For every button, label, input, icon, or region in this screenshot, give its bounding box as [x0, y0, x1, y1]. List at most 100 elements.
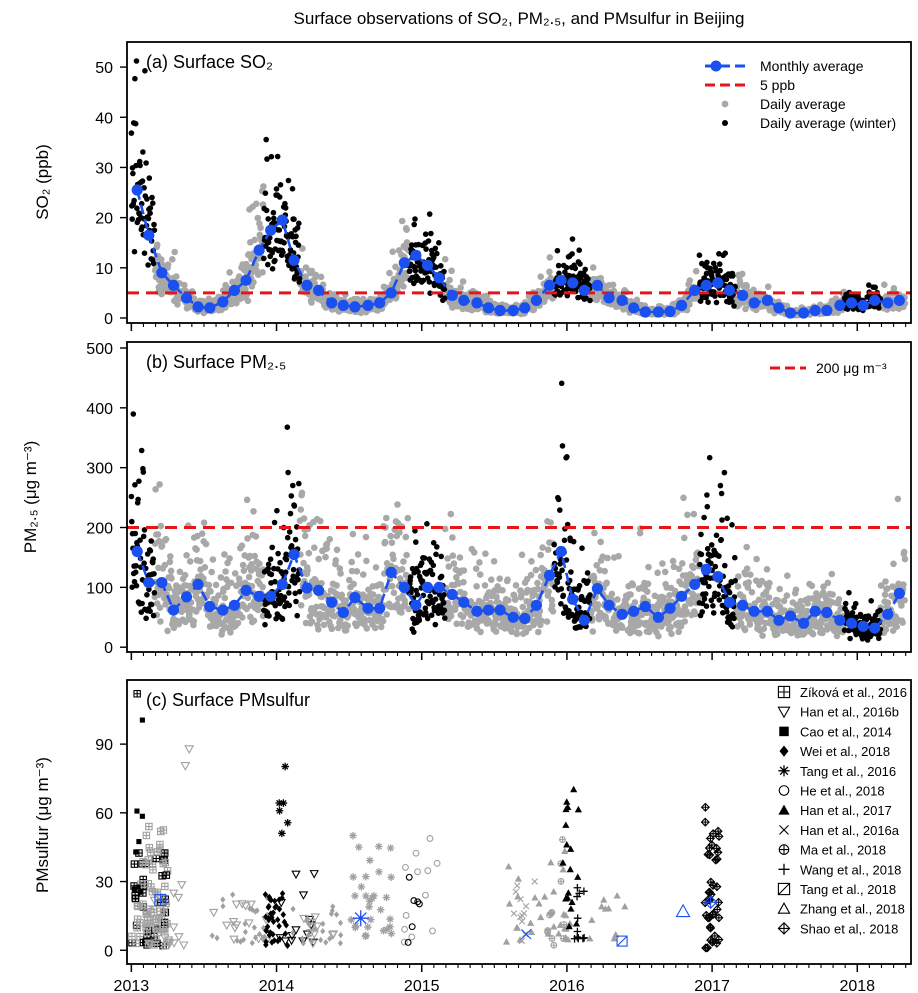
study-point	[415, 900, 423, 908]
daily-point	[171, 248, 178, 256]
daily-point	[793, 601, 800, 609]
study-point	[275, 806, 284, 815]
panel-a-daily-points	[151, 183, 909, 319]
monthly-average-marker	[326, 596, 338, 608]
monthly-average-marker	[652, 611, 665, 623]
daily-point	[543, 618, 551, 625]
daily-point	[687, 600, 694, 607]
winter-daily-point	[294, 225, 301, 231]
study-point	[574, 805, 582, 813]
winter-daily-point	[132, 569, 139, 575]
study-point	[704, 894, 714, 904]
winter-daily-point	[288, 493, 295, 499]
monthly-average-marker	[857, 620, 869, 632]
daily-point	[882, 626, 890, 633]
daily-point	[815, 593, 822, 600]
monthly-average-marker	[616, 294, 628, 306]
study-point	[386, 844, 395, 852]
study-point	[173, 893, 184, 903]
winter-daily-point	[130, 170, 136, 177]
monthly-average-marker	[773, 302, 785, 314]
panel-a-legend: Monthly average 5 ppb Daily average Dail…	[705, 58, 896, 131]
daily-point	[369, 591, 377, 598]
winter-daily-point	[576, 582, 583, 589]
study-point	[363, 923, 372, 931]
daily-point	[618, 624, 626, 631]
winter-daily-point	[147, 210, 153, 216]
study-point	[706, 923, 715, 931]
winter-daily-point	[725, 583, 732, 589]
winter-daily-point	[408, 586, 415, 592]
monthly-average-marker	[821, 304, 833, 317]
daily-point	[523, 575, 531, 583]
daily-point	[681, 603, 689, 610]
legend-daily-label: Daily average	[760, 96, 846, 112]
daily-point	[481, 582, 489, 589]
legend-label: Han et al., 2016a	[800, 823, 900, 838]
winter-daily-point	[876, 305, 882, 311]
monthly-average-marker	[337, 606, 349, 619]
monthly-average-marker	[217, 604, 229, 616]
winter-daily-point	[577, 261, 583, 267]
monthly-average-marker	[784, 307, 797, 319]
daily-point	[444, 555, 451, 562]
study-point	[136, 839, 142, 845]
winter-daily-point	[295, 242, 302, 248]
daily-point	[680, 494, 687, 502]
winter-daily-point	[582, 598, 588, 605]
winter-daily-point	[702, 591, 709, 597]
study-point	[214, 934, 220, 942]
daily-point	[535, 628, 542, 636]
winter-daily-point	[705, 299, 711, 306]
winter-daily-point	[710, 610, 717, 616]
winter-daily-point	[585, 276, 591, 282]
winter-daily-point	[585, 578, 591, 584]
daily-point	[743, 565, 751, 572]
daily-point	[334, 624, 342, 632]
winter-daily-point	[265, 216, 272, 222]
daily-point	[154, 531, 162, 538]
daily-point	[402, 533, 410, 541]
daily-point	[205, 581, 213, 589]
daily-point	[884, 599, 892, 606]
winter-daily-point	[286, 590, 292, 596]
winter-daily-point	[426, 279, 433, 285]
winter-daily-point	[283, 556, 290, 563]
monthly-average-marker	[603, 292, 615, 304]
winter-daily-point	[281, 594, 288, 600]
study-point	[234, 937, 240, 944]
legend-monthly-label: Monthly average	[760, 58, 864, 74]
winter-daily-point	[286, 602, 293, 609]
daily-point	[301, 532, 309, 540]
study-point	[149, 866, 157, 873]
daily-point	[252, 200, 260, 208]
daily-point	[759, 632, 766, 639]
daily-point	[238, 542, 246, 549]
daily-point	[248, 561, 255, 568]
study-point	[564, 889, 572, 896]
legend-marker	[778, 686, 790, 698]
study-point	[522, 903, 530, 910]
winter-daily-point	[441, 607, 448, 614]
monthly-average-marker	[664, 305, 676, 318]
study-point	[706, 935, 716, 945]
legend-marker	[778, 765, 790, 777]
daily-point	[447, 510, 455, 518]
legend-marker	[777, 882, 791, 896]
winter-daily-point	[279, 616, 286, 622]
daily-point	[798, 603, 806, 611]
study-point	[514, 875, 523, 882]
daily-point	[259, 583, 266, 591]
daily-point	[679, 560, 686, 567]
y-tick-label: 0	[104, 640, 113, 657]
study-point	[162, 859, 169, 866]
study-point	[299, 935, 305, 942]
winter-daily-point	[563, 557, 570, 563]
daily-point	[242, 285, 249, 293]
daily-point	[245, 573, 253, 581]
winter-daily-point	[432, 596, 439, 602]
study-point	[143, 910, 150, 918]
study-point	[154, 914, 164, 924]
